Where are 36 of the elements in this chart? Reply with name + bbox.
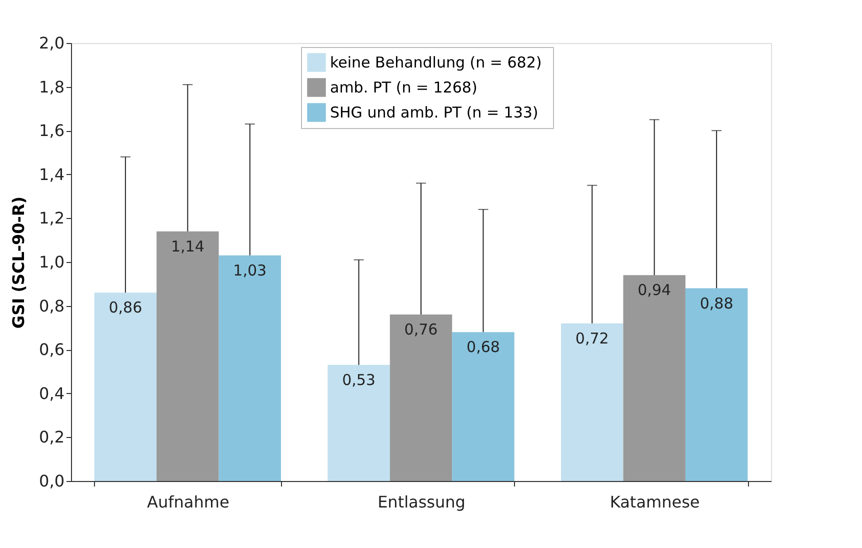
- bar: [94, 292, 157, 481]
- data-label: 1,14: [170, 237, 204, 256]
- y-tick-label: 1,8: [39, 77, 64, 96]
- data-label: 0,94: [638, 281, 672, 300]
- y-tick-label: 1,0: [39, 252, 64, 272]
- data-label: 0,53: [342, 370, 376, 389]
- legend-label: amb. PT (n = 1268): [330, 78, 478, 96]
- data-label: 0,72: [575, 329, 609, 348]
- bar: [328, 364, 390, 481]
- bar: [390, 314, 452, 481]
- y-tick-label: 2,0: [39, 34, 64, 52]
- bar: [156, 231, 219, 481]
- data-label: 0,88: [700, 294, 734, 312]
- x-tick-label: Entlassung: [378, 492, 466, 512]
- y-tick-label: 0,8: [39, 296, 64, 316]
- bar: [218, 255, 281, 481]
- y-tick-label: 0,2: [39, 428, 64, 447]
- bar: [685, 288, 748, 481]
- y-tick-label: 1,2: [39, 208, 64, 228]
- legend-label: SHG und amb. PT (n = 133): [330, 104, 538, 122]
- bar: [452, 332, 514, 481]
- x-tick-label: Aufnahme: [147, 492, 230, 512]
- legend-label: keine Behandlung (n = 682): [330, 54, 542, 72]
- y-tick-label: 1,6: [39, 121, 64, 140]
- data-label: 0,86: [108, 298, 142, 317]
- y-tick-label: 0,4: [39, 384, 64, 403]
- bar: [561, 323, 624, 481]
- data-label: 1,03: [233, 261, 267, 280]
- y-tick-label: 0,6: [39, 340, 64, 360]
- data-label: 0,76: [404, 320, 438, 339]
- y-axis-title: GSI (SCL-90-R): [9, 196, 28, 329]
- y-tick-label: 1,4: [39, 164, 64, 184]
- y-tick-label: 0,0: [39, 472, 64, 490]
- data-label: 0,68: [466, 338, 500, 356]
- bar: [623, 275, 686, 481]
- x-tick-label: Katamnese: [610, 492, 700, 512]
